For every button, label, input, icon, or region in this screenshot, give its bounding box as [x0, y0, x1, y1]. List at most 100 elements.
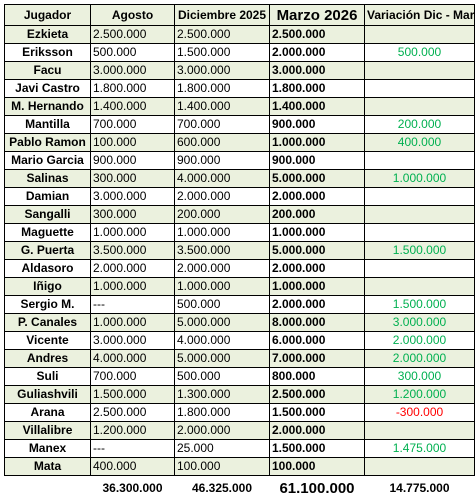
variation-value-cell: 3.000.000: [365, 314, 475, 332]
march-value-cell: 5.000.000: [270, 242, 365, 260]
player-name-cell: Mario Garcia: [5, 152, 91, 170]
header-december: Diciembre 2025: [175, 5, 270, 26]
player-name-cell: Eriksson: [5, 44, 91, 62]
player-name-cell: Sangalli: [5, 206, 91, 224]
variation-value-cell: 200.000: [365, 116, 475, 134]
variation-value-cell: 1.475.000: [365, 440, 475, 458]
variation-value-cell: 1.000.000: [365, 170, 475, 188]
march-value-cell: 900.000: [270, 116, 365, 134]
august-value-cell: 900.000: [91, 152, 175, 170]
player-name-cell: Manex: [5, 440, 91, 458]
march-value-cell: 2.500.000: [270, 26, 365, 44]
august-value-cell: 1.500.000: [91, 386, 175, 404]
august-value-cell: 700.000: [91, 116, 175, 134]
august-value-cell: 2.500.000: [91, 404, 175, 422]
player-name-cell: Vicente: [5, 332, 91, 350]
march-value-cell: 2.000.000: [270, 260, 365, 278]
player-name-cell: Guliashvili: [5, 386, 91, 404]
august-value-cell: 2.000.000: [91, 260, 175, 278]
august-value-cell: 500.000: [91, 44, 175, 62]
august-value-cell: 300.000: [91, 206, 175, 224]
march-value-cell: 2.000.000: [270, 44, 365, 62]
december-value-cell: 25.000: [175, 440, 270, 458]
august-value-cell: 1.000.000: [91, 314, 175, 332]
player-name-cell: Maguette: [5, 224, 91, 242]
august-value-cell: 3.000.000: [91, 62, 175, 80]
december-value-cell: 700.000: [175, 116, 270, 134]
variation-value-cell: 1.200.000: [365, 386, 475, 404]
march-value-cell: 1.000.000: [270, 134, 365, 152]
december-value-cell: 1.000.000: [175, 224, 270, 242]
header-variation: Variación Dic - Mar: [365, 5, 475, 26]
august-value-cell: 100.000: [91, 134, 175, 152]
total-december: 46.325.000: [175, 476, 270, 500]
variation-value-cell: 1.500.000: [365, 242, 475, 260]
variation-value-cell: [365, 62, 475, 80]
variation-value-cell: [365, 98, 475, 116]
december-value-cell: 100.000: [175, 458, 270, 476]
totals-label-cell: [5, 476, 91, 500]
header-player: Jugador: [5, 5, 91, 26]
december-value-cell: 1.800.000: [175, 404, 270, 422]
august-value-cell: 400.000: [91, 458, 175, 476]
december-value-cell: 500.000: [175, 368, 270, 386]
march-value-cell: 1.800.000: [270, 80, 365, 98]
player-name-cell: Andres: [5, 350, 91, 368]
august-value-cell: ---: [91, 296, 175, 314]
total-march: 61.100.000: [270, 476, 365, 500]
variation-value-cell: [365, 152, 475, 170]
march-value-cell: 100.000: [270, 458, 365, 476]
variation-value-cell: [365, 260, 475, 278]
december-value-cell: 3.000.000: [175, 62, 270, 80]
august-value-cell: 1.400.000: [91, 98, 175, 116]
variation-value-cell: [365, 206, 475, 224]
variation-value-cell: [365, 26, 475, 44]
december-value-cell: 4.000.000: [175, 332, 270, 350]
variation-value-cell: 1.500.000: [365, 296, 475, 314]
total-variation: 14.775.000: [365, 476, 475, 500]
december-value-cell: 5.000.000: [175, 350, 270, 368]
variation-value-cell: 2.000.000: [365, 350, 475, 368]
player-name-cell: Damian: [5, 188, 91, 206]
variation-value-cell: [365, 278, 475, 296]
march-value-cell: 200.000: [270, 206, 365, 224]
august-value-cell: 3.000.000: [91, 332, 175, 350]
december-value-cell: 1.800.000: [175, 80, 270, 98]
variation-value-cell: [365, 422, 475, 440]
march-value-cell: 6.000.000: [270, 332, 365, 350]
march-value-cell: 1.000.000: [270, 278, 365, 296]
december-value-cell: 200.000: [175, 206, 270, 224]
player-name-cell: G. Puerta: [5, 242, 91, 260]
december-value-cell: 1.400.000: [175, 98, 270, 116]
august-value-cell: ---: [91, 440, 175, 458]
march-value-cell: 2.000.000: [270, 296, 365, 314]
header-august: Agosto: [91, 5, 175, 26]
august-value-cell: 1.000.000: [91, 224, 175, 242]
august-value-cell: 3.500.000: [91, 242, 175, 260]
variation-value-cell: [365, 224, 475, 242]
player-name-cell: Sergio M.: [5, 296, 91, 314]
december-value-cell: 500.000: [175, 296, 270, 314]
march-value-cell: 2.500.000: [270, 386, 365, 404]
august-value-cell: 300.000: [91, 170, 175, 188]
march-value-cell: 5.000.000: [270, 170, 365, 188]
december-value-cell: 2.000.000: [175, 188, 270, 206]
variation-value-cell: [365, 458, 475, 476]
total-august: 36.300.000: [91, 476, 175, 500]
